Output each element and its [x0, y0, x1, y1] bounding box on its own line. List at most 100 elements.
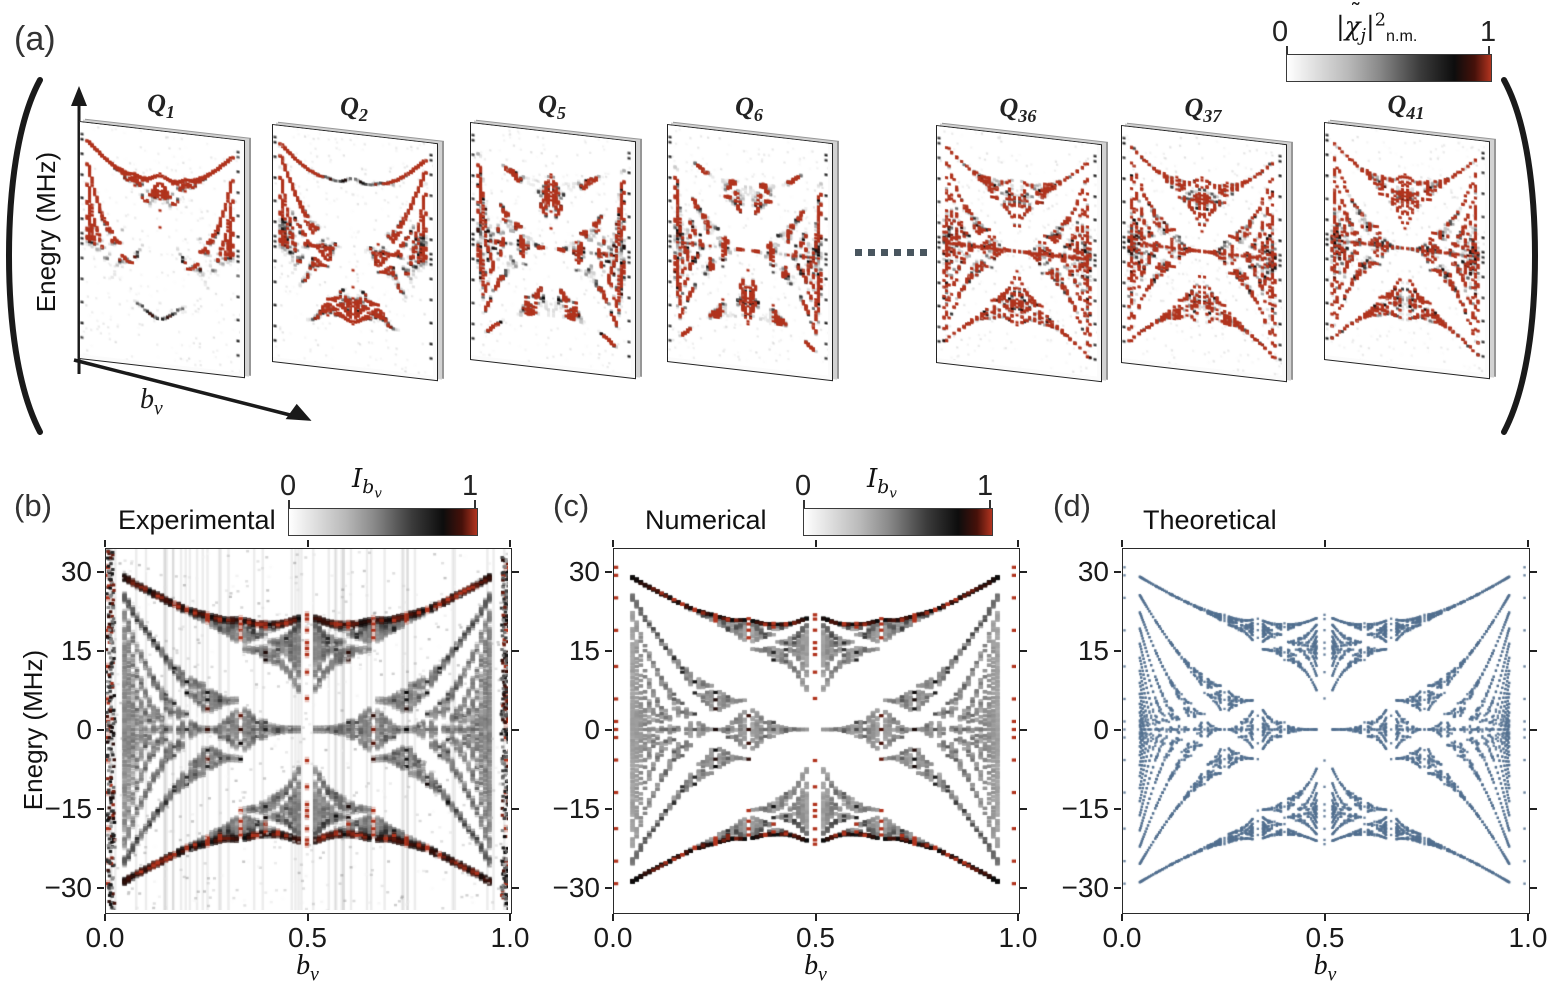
tick-mark	[1113, 649, 1121, 652]
bv-sub: v	[818, 964, 827, 986]
mode-label-base: Q	[735, 92, 754, 121]
tick-mark	[1529, 808, 1537, 811]
x-tick-label: 1.0	[998, 922, 1038, 953]
y-tick-label: −30	[1061, 872, 1110, 904]
panel-a-label: (a)	[14, 20, 56, 58]
panel-d-title: Theoretical	[1143, 505, 1277, 535]
chi-symbol: χ	[1344, 12, 1361, 42]
tick-mark	[104, 539, 106, 547]
y-tick-label: 15	[1077, 634, 1109, 666]
panel-d-label: (d)	[1053, 488, 1091, 523]
x-tick-label: 0.0	[1102, 922, 1142, 953]
colorbar-b-right-tick	[474, 500, 476, 508]
x-tick-label: 0.5	[1305, 922, 1345, 953]
tick-mark	[1017, 913, 1019, 921]
bv-base: b	[140, 384, 154, 415]
mode-panel-title-Q2: Q2	[272, 92, 436, 124]
tick-mark	[1113, 570, 1121, 573]
x-axis-label: bv	[1290, 950, 1360, 985]
tick-mark	[604, 729, 612, 731]
tick-mark	[1113, 729, 1121, 731]
tick-mark	[511, 729, 519, 731]
plot-d-frame	[1122, 548, 1530, 914]
left-bracket	[5, 77, 43, 435]
separator-dot	[881, 249, 888, 256]
colorbar-a-right-tick	[1488, 46, 1490, 54]
y-tick-label: −15	[552, 793, 601, 825]
mode-label-base: Q	[340, 92, 359, 121]
y-tick-label: 0	[1093, 714, 1109, 745]
tick-mark	[1527, 539, 1529, 547]
tick-mark	[96, 649, 104, 652]
y-tick-label: 30	[1077, 555, 1109, 587]
mode-label-base: Q	[1184, 93, 1204, 122]
mode-panel-Q1	[79, 121, 245, 379]
cb-a-unit: n.m.	[1386, 27, 1418, 46]
tick-mark	[604, 570, 612, 573]
colorbar-a-gradient	[1286, 54, 1492, 82]
tick-mark	[96, 887, 104, 890]
x-tick-label: 1.0	[490, 922, 530, 953]
mode-label-sub: 37	[1203, 106, 1222, 127]
plot-b-frame	[105, 548, 512, 914]
tick-mark	[1529, 887, 1537, 890]
x-tick-label: 0.0	[593, 922, 633, 953]
tick-mark	[604, 649, 612, 652]
x-tick-label: 0.5	[796, 922, 835, 953]
tick-mark	[1019, 570, 1027, 573]
tick-mark	[1019, 729, 1027, 731]
qubit-response-map-Q41	[1325, 123, 1485, 374]
tick-mark	[511, 887, 519, 890]
mode-panel-Q6	[667, 124, 833, 382]
tick-mark	[1113, 887, 1121, 890]
bv-base: b	[804, 950, 819, 981]
qubit-response-map-Q1	[80, 122, 240, 373]
bv-sub: v	[154, 398, 163, 420]
tick-mark	[511, 649, 519, 652]
panel-c-title: Numerical	[645, 505, 767, 535]
separator-dot	[907, 249, 914, 256]
panel-a-x-axis-label: bv	[140, 384, 163, 419]
mode-panel-Q37	[1121, 125, 1287, 383]
mode-panel-Q41	[1324, 122, 1490, 380]
tick-mark	[1019, 887, 1027, 890]
tick-mark	[96, 729, 104, 731]
tick-mark	[1121, 539, 1123, 547]
panel-c-label: (c)	[553, 488, 590, 523]
panel-b-title: Experimental	[118, 505, 276, 535]
colorbar-b-title: Ibv	[352, 464, 382, 501]
tick-mark	[604, 887, 612, 890]
y-tick-label: −30	[552, 872, 601, 904]
experimental-heatmap-canvas	[106, 549, 508, 910]
colorbar-b-gradient	[288, 508, 478, 536]
tick-mark	[1019, 808, 1027, 811]
bv-base: b	[1313, 950, 1328, 981]
tick-mark	[96, 570, 104, 573]
plot-c-frame	[613, 548, 1020, 914]
tick-mark	[1527, 913, 1529, 921]
cb-a-sub-j: j	[1360, 26, 1367, 47]
colorbar-a-title: |χ ˜ j|2n.m.	[1336, 0, 1418, 46]
tick-mark	[306, 913, 309, 921]
separator-dot	[855, 249, 862, 256]
mode-panel-title-Q36: Q36	[936, 93, 1100, 125]
colorbar-c-title: Ibv	[867, 464, 897, 501]
y-tick-label: −30	[44, 872, 93, 904]
colorbar-c-left-tick	[803, 500, 805, 508]
bv-base: b	[296, 950, 311, 981]
y-tick-label: 30	[60, 555, 92, 587]
bv-sub: v	[1327, 964, 1337, 986]
chi-tilde: ˜	[1349, 0, 1362, 26]
qubit-response-map-Q2	[273, 125, 433, 376]
tick-mark	[509, 539, 511, 547]
colorbar-a-max: 1	[1480, 16, 1497, 48]
cb-a-close: |	[1366, 12, 1375, 42]
tick-mark	[509, 913, 511, 921]
bv-sub: v	[310, 964, 319, 986]
colorbar-c-max: 1	[977, 470, 994, 502]
theoretical-scatter-canvas	[1123, 549, 1526, 910]
y-tick-label: −15	[44, 793, 93, 825]
mode-label-sub: 6	[753, 105, 763, 126]
colorbar-a-left-tick	[1286, 46, 1288, 54]
